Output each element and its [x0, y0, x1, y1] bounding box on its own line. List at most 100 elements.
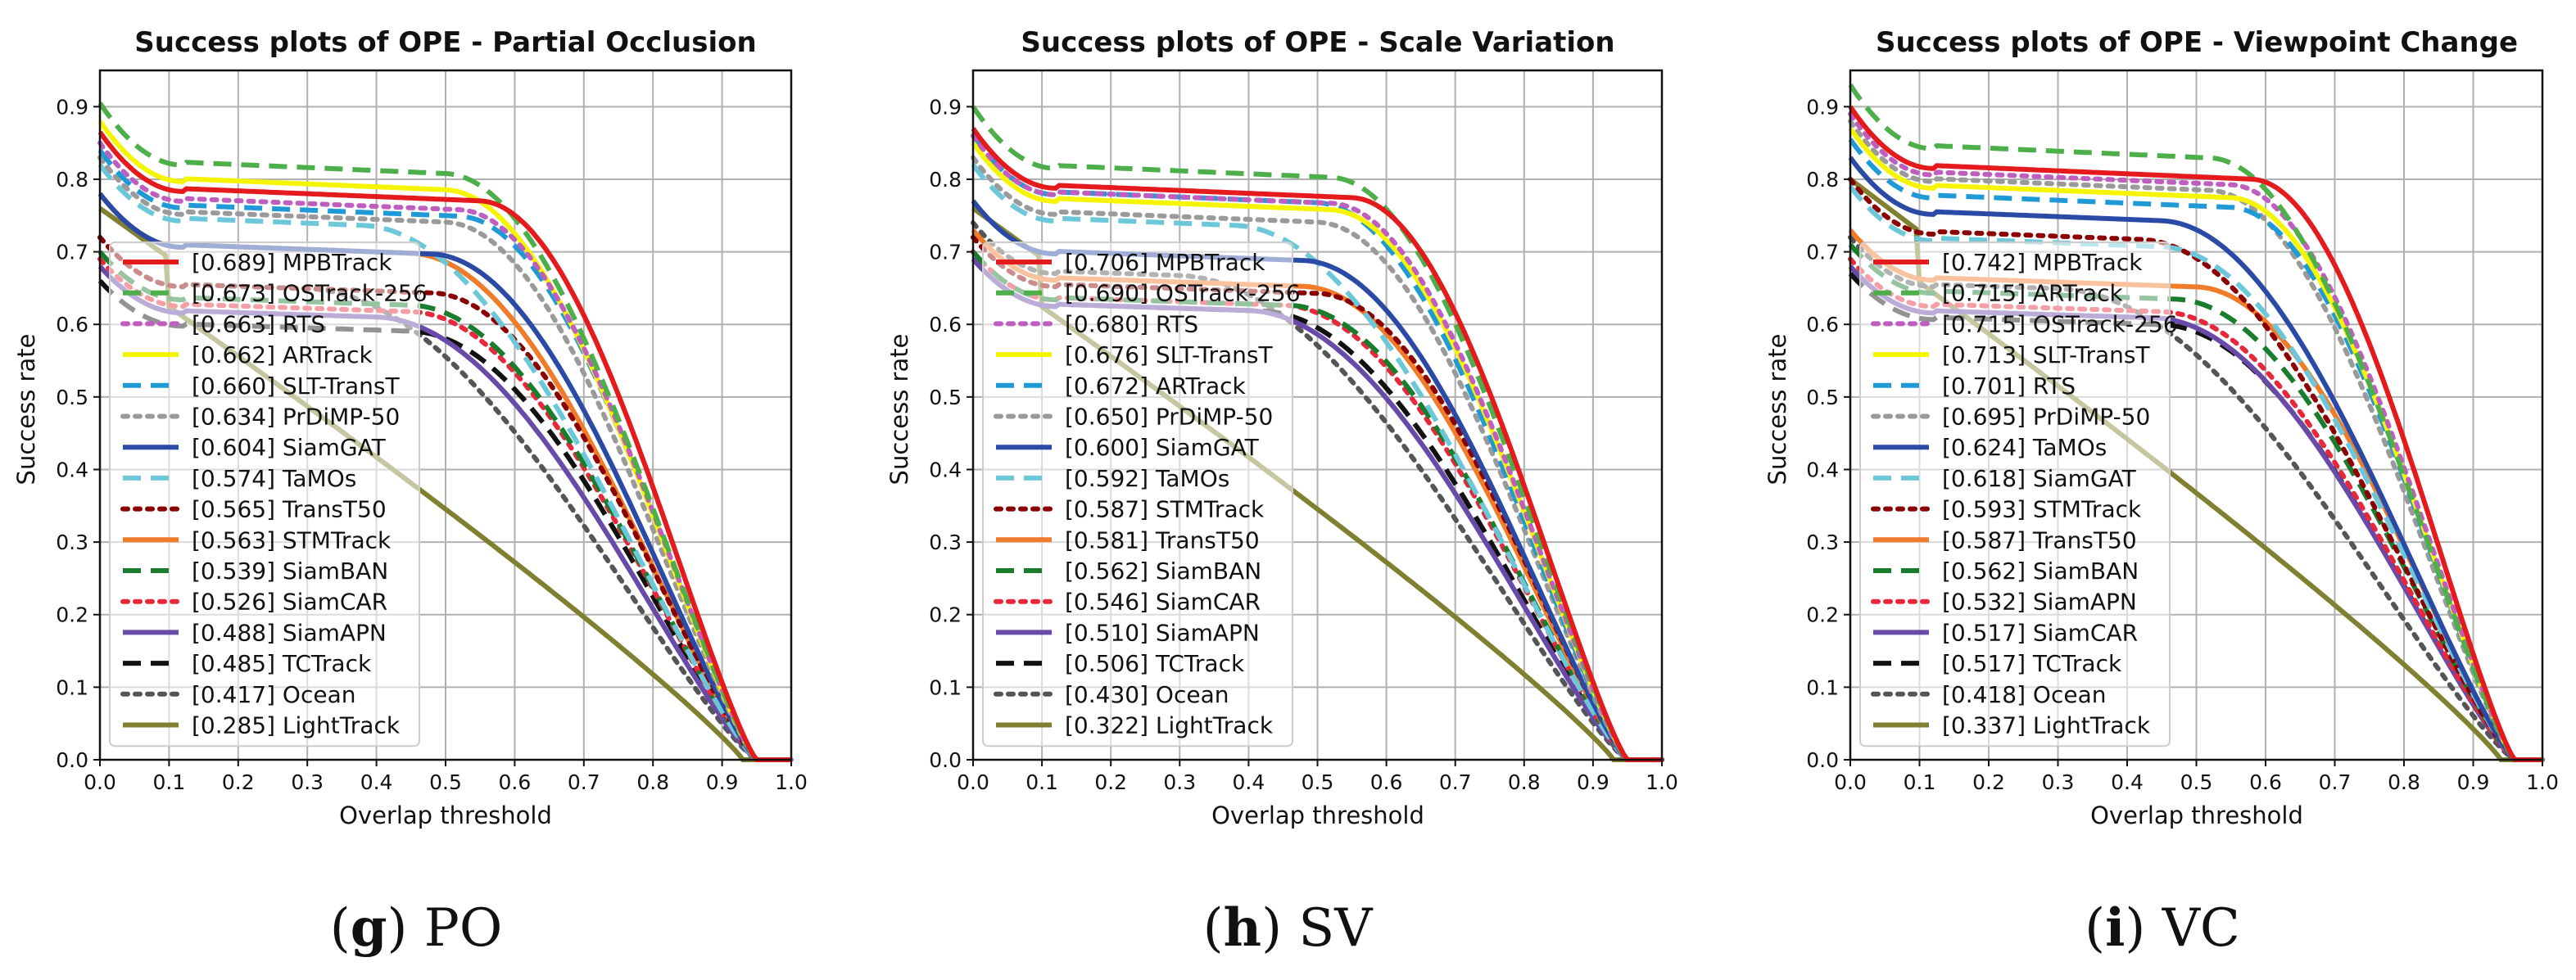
x-tick-label: 0.8 [2388, 770, 2420, 794]
series-line [1848, 84, 2542, 762]
legend-label: [0.322] LightTrack [1065, 712, 1274, 739]
legend-label: [0.563] STMTrack [192, 526, 392, 553]
x-tick-label: 0.5 [2180, 770, 2213, 794]
x-axis-label: Overlap threshold [2090, 802, 2303, 829]
y-tick-label: 0.6 [56, 313, 88, 336]
legend-label: [0.517] TCTrack [1942, 650, 2122, 677]
legend-label: [0.485] TCTrack [192, 650, 372, 677]
legend-label: [0.695] PrDiMP-50 [1942, 404, 2150, 431]
legend-item: [0.660] SLT-TransT [123, 373, 400, 400]
ticks: 0.0 0.1 0.2 0.3 0.4 0.5 0.6 0.7 0.8 0.9 1.0 0.0 0.1 0… [56, 95, 808, 794]
legend-item: [0.562] SiamBAN [1873, 558, 2139, 585]
y-tick-label: 0.8 [56, 168, 88, 192]
legend-item: [0.417] Ocean [120, 681, 355, 708]
series-line [97, 140, 794, 762]
x-tick-label: 0.8 [636, 770, 669, 794]
series-line [1848, 138, 2542, 762]
legend-label: [0.593] STMTrack [1942, 496, 2142, 523]
legend-label: [0.600] SiamGAT [1065, 434, 1260, 461]
caption-letter: h [1224, 897, 1262, 959]
x-tick-label: 0.3 [291, 770, 324, 794]
legend-label: [0.587] TransT50 [1942, 526, 2137, 553]
legend-item: [0.488] SiamAPN [123, 619, 387, 646]
x-tick-label: 0.9 [2457, 770, 2490, 794]
legend-item: [0.706] MPBTrack [996, 249, 1265, 276]
x-tick-label: 0.4 [2111, 770, 2144, 794]
caption-letter: i [2105, 897, 2125, 959]
legend-label: [0.574] TaMOs [192, 465, 356, 492]
chart-panel-partial-occlusion: Success plots of OPE - Partial Occlusion… [12, 26, 808, 959]
chart-panel-viewpoint-change: Success plots of OPE - Viewpoint Change … [1763, 26, 2559, 959]
legend-label: [0.715] OSTrack-256 [1942, 310, 2178, 337]
x-tick-label: 0.5 [429, 770, 462, 794]
series-line [971, 155, 1664, 762]
y-tick-label: 0.2 [929, 603, 962, 627]
legend-item: [0.593] STMTrack [1871, 496, 2142, 523]
series-line [1848, 156, 2542, 762]
x-tick-label: 0.6 [2249, 770, 2282, 794]
y-tick-label: 0.8 [929, 168, 962, 192]
x-tick-label: 0.6 [1370, 770, 1403, 794]
legend-label: [0.701] RTS [1942, 373, 2076, 400]
legend-item: [0.604] SiamGAT [123, 434, 387, 461]
legend: [0.742] MPBTrack [0.715] ARTrack [0.715] O… [1859, 242, 2178, 747]
series-line [971, 127, 1662, 762]
y-tick-label: 0.1 [929, 675, 962, 699]
x-tick-label: 1.0 [775, 770, 808, 794]
y-tick-label: 0.8 [1806, 168, 1839, 192]
legend-item: [0.587] TransT50 [1873, 526, 2137, 553]
series-line [1848, 184, 2542, 762]
chart-panel-scale-variation: Success plots of OPE - Scale Variation 0… [885, 26, 1678, 959]
legend-label: [0.618] SiamGAT [1942, 465, 2137, 492]
legend-item: [0.510] SiamAPN [996, 619, 1260, 646]
legend-item: [0.618] SiamGAT [1873, 465, 2137, 492]
y-tick-label: 0.1 [56, 675, 88, 699]
legend-item: [0.650] PrDiMP-50 [994, 404, 1273, 431]
legend-label: [0.624] TaMOs [1942, 434, 2107, 461]
legend-label: [0.742] MPBTrack [1942, 249, 2143, 276]
x-axis-label: Overlap threshold [1211, 802, 1424, 829]
legend-label: [0.418] Ocean [1942, 681, 2106, 708]
legend-item: [0.485] TCTrack [123, 650, 372, 677]
x-tick-label: 0.0 [957, 770, 989, 794]
x-tick-label: 0.5 [1302, 770, 1334, 794]
y-axis-label: Success rate [885, 334, 913, 485]
panel-caption: (g) PO [330, 897, 503, 959]
x-tick-label: 0.7 [2319, 770, 2352, 794]
legend-item: [0.689] MPBTrack [123, 249, 392, 276]
x-tick-label: 0.4 [360, 770, 393, 794]
legend-item: [0.581] TransT50 [996, 526, 1260, 553]
x-tick-label: 0.2 [1972, 770, 2005, 794]
y-tick-label: 0.9 [1806, 95, 1839, 119]
legend-item: [0.526] SiamCAR [120, 589, 387, 616]
series-line [1848, 119, 2545, 762]
legend-item: [0.715] ARTrack [1873, 280, 2124, 307]
legend-label: [0.676] SLT-TransT [1065, 341, 1273, 368]
series-line [971, 257, 1662, 762]
x-tick-label: 0.0 [1834, 770, 1867, 794]
legend-label: [0.592] TaMOs [1065, 465, 1229, 492]
x-axis-label: Overlap threshold [339, 802, 552, 829]
legend-item: [0.672] ARTrack [996, 373, 1247, 400]
y-tick-label: 0.4 [929, 458, 962, 481]
legend-label: [0.650] PrDiMP-50 [1065, 404, 1273, 431]
legend-label: [0.706] MPBTrack [1065, 249, 1265, 276]
legend-label: [0.581] TransT50 [1065, 526, 1260, 553]
series-line [971, 105, 1662, 762]
y-tick-label: 0.0 [56, 748, 88, 772]
legend-label: [0.546] SiamCAR [1065, 589, 1261, 616]
legend-label: [0.715] ARTrack [1942, 280, 2124, 307]
legend-item: [0.592] TaMOs [996, 465, 1229, 492]
legend-label: [0.634] PrDiMP-50 [192, 404, 400, 431]
y-tick-label: 0.9 [929, 95, 962, 119]
x-tick-label: 0.9 [1577, 770, 1609, 794]
x-tick-label: 1.0 [2526, 770, 2559, 794]
y-tick-label: 0.4 [56, 458, 88, 481]
legend-item: [0.673] OSTrack-256 [123, 280, 428, 307]
legend-item: [0.337] LightTrack [1873, 712, 2151, 739]
series-line [97, 163, 791, 762]
panel-caption: (h) SV [1203, 897, 1374, 959]
legend-item: [0.742] MPBTrack [1873, 249, 2143, 276]
legend-label: [0.565] TransT50 [192, 496, 387, 523]
